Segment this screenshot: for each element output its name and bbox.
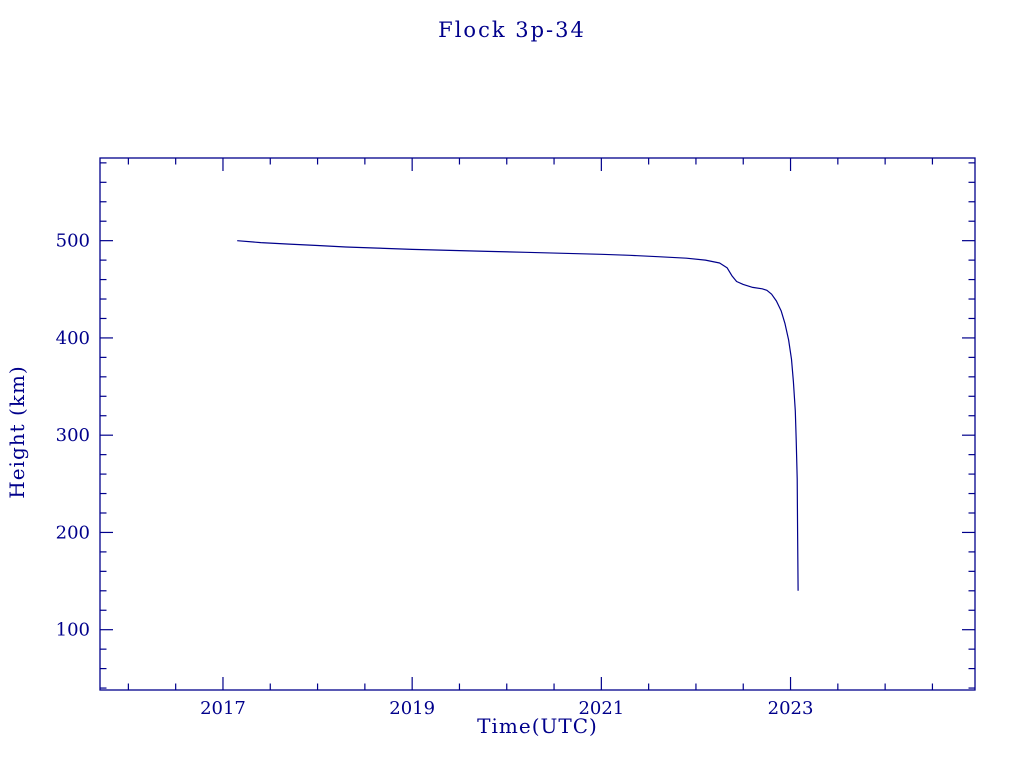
y-tick-label: 300 [56,425,90,446]
y-tick-label: 500 [56,231,90,252]
x-tick-label: 2019 [389,698,435,719]
y-tick-label: 400 [56,328,90,349]
y-tick-label: 100 [56,620,90,641]
y-axis-label: Height (km) [5,365,29,499]
y-tick-label: 200 [56,522,90,543]
x-tick-label: 2017 [200,698,246,719]
chart-title: Flock 3p-34 [438,18,586,42]
x-axis-label: Time(UTC) [477,714,598,738]
height-curve [237,240,799,591]
x-tick-label: 2021 [578,698,624,719]
plot-frame [99,157,976,691]
x-tick-label: 2023 [768,698,814,719]
